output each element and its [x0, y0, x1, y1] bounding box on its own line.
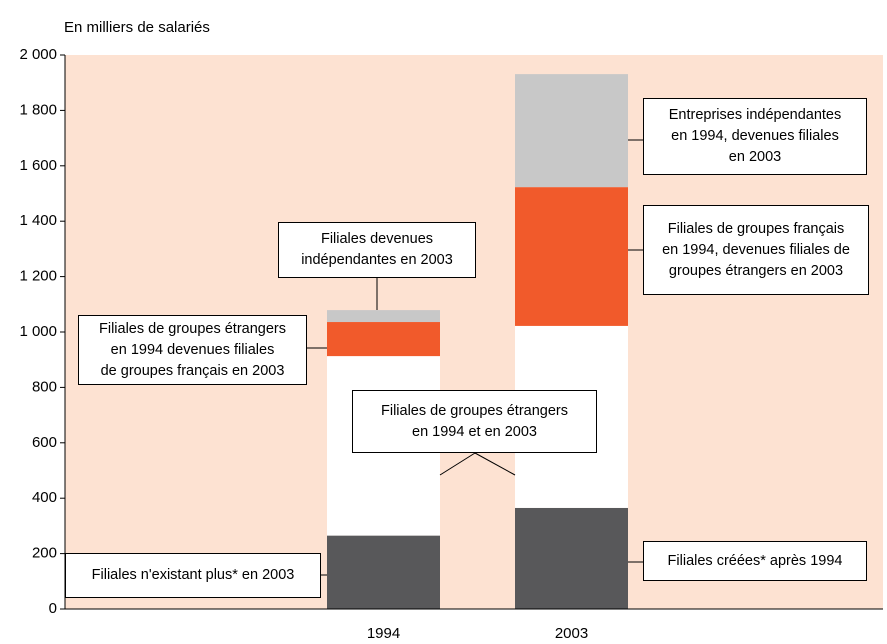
- x-tick-label: 1994: [367, 625, 400, 642]
- x-tick-label: 2003: [555, 625, 588, 642]
- annotation: Entreprises indépendantes en 1994, deven…: [643, 98, 867, 175]
- bar-segment: [515, 187, 628, 326]
- y-tick-label: 600: [32, 434, 57, 451]
- annotation: Filiales de groupes étrangers en 1994 et…: [352, 390, 597, 453]
- annotation: Filiales créées* après 1994: [643, 541, 867, 581]
- y-tick-label: 1 200: [19, 268, 57, 285]
- y-tick-label: 200: [32, 545, 57, 562]
- y-tick-label: 2 000: [19, 46, 57, 63]
- bar-segment: [515, 507, 628, 609]
- chart-subtitle: En milliers de salariés: [64, 19, 210, 36]
- y-tick-label: 800: [32, 378, 57, 395]
- y-tick-label: 1 000: [19, 323, 57, 340]
- annotation: Filiales devenues indépendantes en 2003: [278, 222, 476, 278]
- connector: [474, 452, 516, 476]
- annotation: Filiales de groupes français en 1994, de…: [643, 205, 869, 295]
- y-tick-label: 1 800: [19, 101, 57, 118]
- annotation: Filiales n'existant plus* en 2003: [65, 553, 321, 598]
- y-tick-label: 1 400: [19, 212, 57, 229]
- bar-segment: [327, 310, 440, 323]
- connector: [439, 452, 476, 476]
- y-tick-label: 1 600: [19, 157, 57, 174]
- y-tick-label: 400: [32, 489, 57, 506]
- annotation: Filiales de groupes étrangers en 1994 de…: [78, 315, 307, 385]
- y-tick-label: 0: [49, 600, 57, 617]
- bar-segment: [327, 322, 440, 357]
- bar-segment: [515, 74, 628, 188]
- bar-segment: [327, 535, 440, 609]
